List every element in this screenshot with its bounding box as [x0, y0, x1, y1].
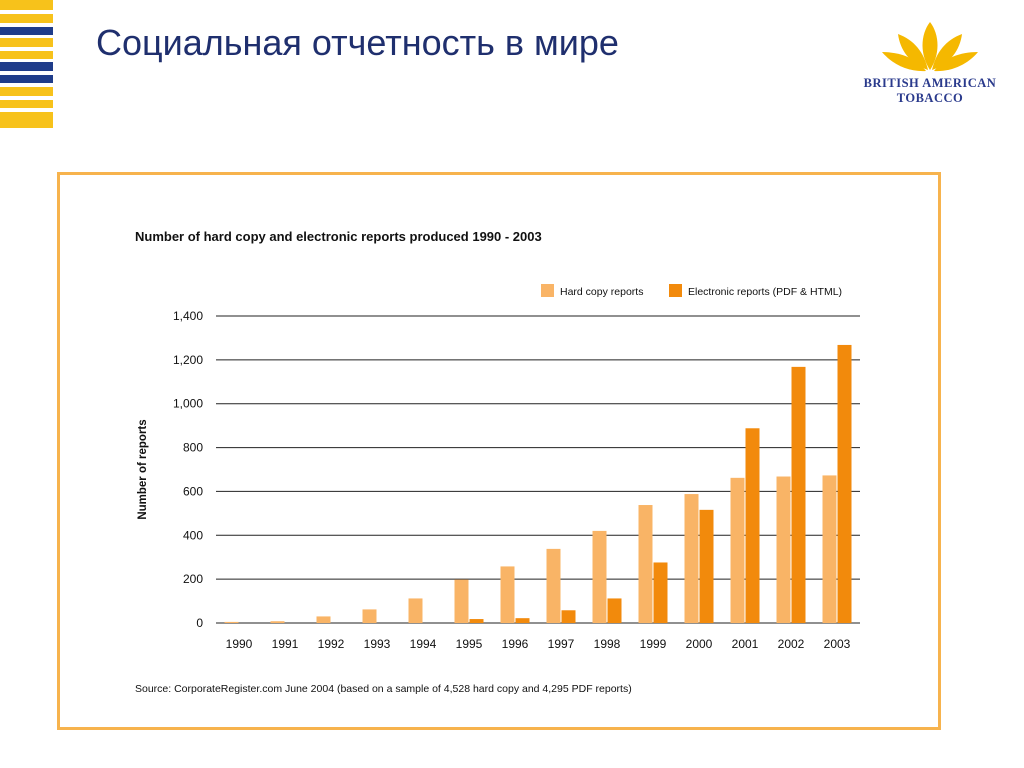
y-tick-label: 1,200 — [173, 353, 203, 367]
y-axis-label: Number of reports — [137, 419, 149, 519]
bar-hard-copy — [408, 598, 423, 623]
bar-hard-copy — [638, 505, 653, 623]
bar-hard-copy — [362, 609, 377, 623]
bat-logo: BRITISH AMERICAN TOBACCO — [850, 20, 1010, 115]
legend-label-hard-copy: Hard copy reports — [560, 286, 644, 298]
bar-hard-copy — [454, 579, 469, 623]
bar-hard-copy — [546, 548, 561, 623]
bar-hard-copy — [592, 530, 607, 623]
y-tick-label: 200 — [183, 572, 203, 586]
bar-hard-copy — [224, 621, 239, 623]
x-tick-label: 1993 — [364, 637, 391, 651]
x-tick-label: 1996 — [502, 637, 529, 651]
y-tick-label: 1,400 — [173, 309, 203, 323]
y-tick-label: 800 — [183, 441, 203, 455]
bar-electronic — [745, 428, 760, 623]
logo-line-1: BRITISH AMERICAN — [863, 76, 997, 90]
bar-hard-copy — [822, 475, 837, 623]
bar-electronic — [837, 344, 852, 623]
x-tick-label: 1998 — [594, 637, 621, 651]
chart-source-note: Source: CorporateRegister.com June 2004 … — [135, 683, 632, 695]
bar-hard-copy — [270, 621, 285, 623]
legend-label-electronic: Electronic reports (PDF & HTML) — [688, 286, 843, 298]
bar-electronic — [791, 366, 806, 623]
slide-title: Социальная отчетность в мире — [96, 22, 619, 63]
y-tick-label: 600 — [183, 484, 203, 498]
decorative-stripes — [0, 0, 53, 130]
legend-item-hard-copy: Hard copy reports — [541, 284, 643, 298]
bar-electronic — [607, 598, 622, 623]
x-tick-label: 2001 — [732, 637, 759, 651]
chart-title: Number of hard copy and electronic repor… — [135, 229, 542, 244]
x-tick-label: 1990 — [226, 637, 253, 651]
x-tick-label: 2003 — [824, 637, 851, 651]
bar-electronic — [561, 610, 576, 623]
bar-electronic — [653, 562, 668, 623]
legend-item-electronic: Electronic reports (PDF & HTML) — [669, 284, 842, 298]
bar-hard-copy — [684, 494, 699, 623]
x-tick-label: 2002 — [778, 637, 805, 651]
y-tick-label: 1,000 — [173, 397, 203, 411]
x-tick-label: 1991 — [272, 637, 299, 651]
legend-swatch-hard-copy — [541, 284, 554, 297]
x-tick-label: 1994 — [410, 637, 437, 651]
bar-hard-copy — [316, 616, 331, 623]
x-tick-label: 1995 — [456, 637, 483, 651]
logo-line-2: TOBACCO — [896, 91, 964, 105]
x-tick-label: 1992 — [318, 637, 345, 651]
leaf-logo-icon — [882, 22, 978, 72]
bar-electronic — [699, 509, 714, 623]
legend-swatch-electronic — [669, 284, 682, 297]
bar-hard-copy — [776, 476, 791, 623]
x-tick-label: 2000 — [686, 637, 713, 651]
bar-hard-copy — [500, 566, 515, 623]
y-tick-label: 400 — [183, 528, 203, 542]
bar-electronic — [469, 619, 484, 623]
x-tick-label: 1999 — [640, 637, 667, 651]
x-tick-label: 1997 — [548, 637, 575, 651]
bar-hard-copy — [730, 477, 745, 623]
bar-electronic — [515, 618, 530, 623]
y-tick-label: 0 — [196, 616, 203, 630]
